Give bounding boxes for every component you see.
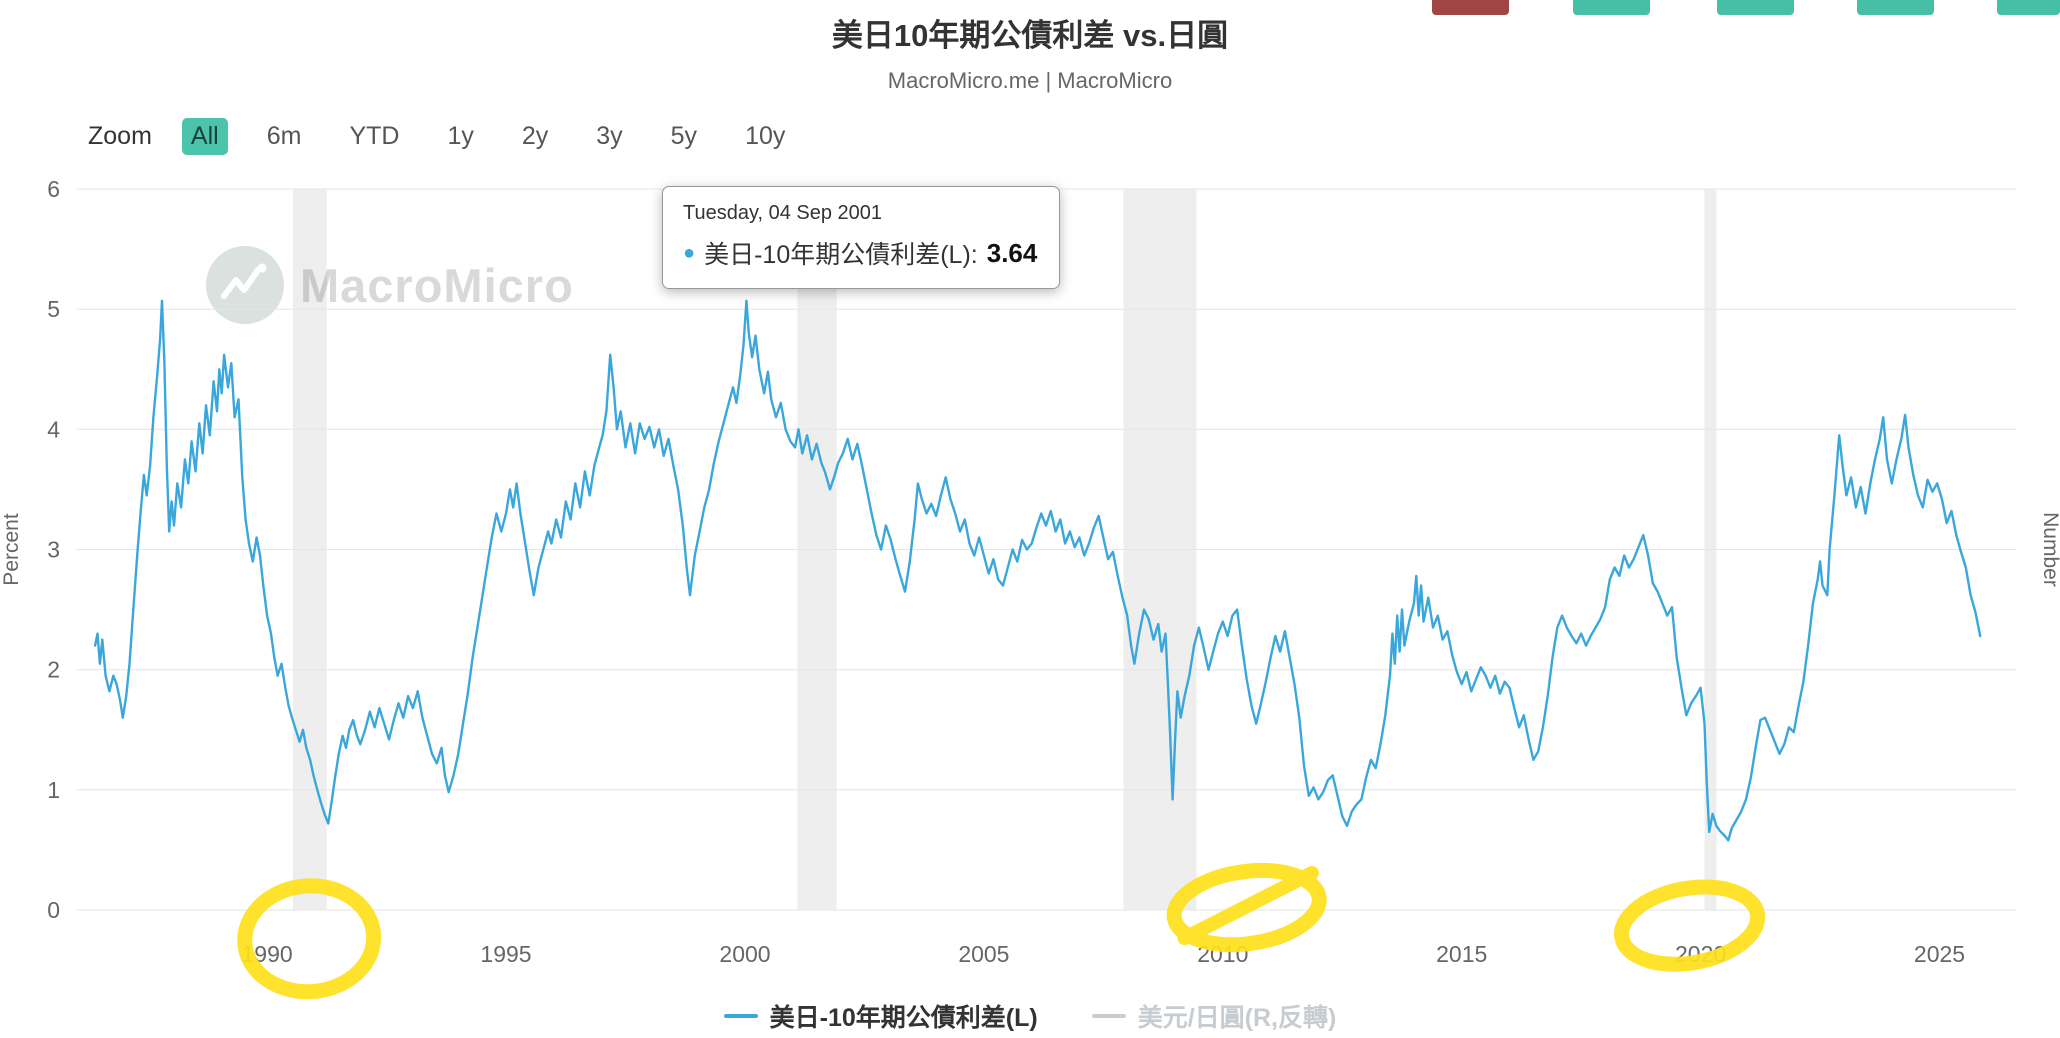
zoom-range-1y[interactable]: 1y xyxy=(447,122,474,150)
y-axis-title-right: Number xyxy=(2039,512,2060,587)
tooltip-date: Tuesday, 04 Sep 2001 xyxy=(683,202,883,224)
chart-tooltip: Tuesday, 04 Sep 2001 ● 美日-10年期公債利差(L): 3… xyxy=(662,186,1061,289)
highlight-annotation-2 xyxy=(1166,863,1327,953)
top-button-stub-1[interactable] xyxy=(1432,0,1509,15)
series-line-spread[interactable] xyxy=(93,299,1982,842)
y-tick-label: 0 xyxy=(47,897,60,923)
zoom-range-2y[interactable]: 2y xyxy=(521,122,549,150)
tooltip-value: 3.64 xyxy=(986,237,1038,268)
chart-header: 美日10年期公債利差 vs.日圓 MacroMicro.me | MacroMi… xyxy=(0,10,2060,94)
y-tick-label: 6 xyxy=(47,176,60,202)
top-button-stub-3[interactable] xyxy=(1717,0,1794,15)
zoom-toolbar: Zoom All 6m YTD 1y 2y 3y 5y 10y xyxy=(88,118,794,155)
watermark-text: MacroMicro xyxy=(300,258,574,312)
top-button-stub-5[interactable] xyxy=(1997,0,2060,15)
highlight-annotation-1 xyxy=(237,878,382,1000)
tooltip-series-row: ● 美日-10年期公債利差(L): 3.64 xyxy=(683,235,1037,271)
y-tick-label: 3 xyxy=(47,537,60,563)
y-tick-label: 1 xyxy=(47,777,60,803)
top-button-stub-2[interactable] xyxy=(1573,0,1650,15)
zoom-range-all[interactable]: All xyxy=(181,118,228,155)
highlight-annotation-3 xyxy=(1614,879,1766,972)
zoom-range-10y[interactable]: 10y xyxy=(745,122,786,150)
x-tick-label: 1995 xyxy=(480,941,531,967)
x-tick-label: 2015 xyxy=(1436,941,1487,967)
legend-label: 美日-10年期公債利差(L) xyxy=(769,1004,1038,1032)
y-tick-label: 4 xyxy=(47,416,60,442)
zoom-range-group: All 6m YTD 1y 2y 3y 5y 10y xyxy=(181,118,794,155)
y-axis-title-left: Percent xyxy=(0,513,23,586)
macromicro-logo-icon xyxy=(206,246,284,324)
legend-marker xyxy=(1091,1014,1126,1018)
zoom-range-3y[interactable]: 3y xyxy=(596,122,623,150)
zoom-range-6m[interactable]: 6m xyxy=(266,122,302,150)
tooltip-series-label: 美日-10年期公債利差(L): xyxy=(704,241,978,269)
page-subtitle: MacroMicro.me | MacroMicro xyxy=(887,68,1173,93)
legend-marker xyxy=(723,1014,758,1018)
zoom-range-5y[interactable]: 5y xyxy=(670,122,698,150)
zoom-label: Zoom xyxy=(88,122,152,150)
legend-item-2[interactable]: 美元/日圓(R,反轉) xyxy=(1091,998,1337,1034)
series-marker-dot: ● xyxy=(683,241,696,264)
x-tick-label: 2025 xyxy=(1914,941,1965,967)
legend-item-1[interactable]: 美日-10年期公債利差(L) xyxy=(723,998,1038,1034)
watermark: MacroMicro xyxy=(206,246,574,324)
y-tick-label: 5 xyxy=(47,296,60,322)
zoom-range-ytd[interactable]: YTD xyxy=(349,122,400,150)
chart-legend: 美日-10年期公債利差(L) 美元/日圓(R,反轉) xyxy=(0,998,2060,1034)
top-button-stub-4[interactable] xyxy=(1857,0,1934,15)
y-tick-label: 2 xyxy=(47,657,60,683)
legend-label: 美元/日圓(R,反轉) xyxy=(1137,1004,1337,1032)
x-tick-label: 2005 xyxy=(958,941,1009,967)
x-tick-label: 2000 xyxy=(719,941,770,967)
page-title: 美日10年期公債利差 vs.日圓 xyxy=(831,18,1229,53)
